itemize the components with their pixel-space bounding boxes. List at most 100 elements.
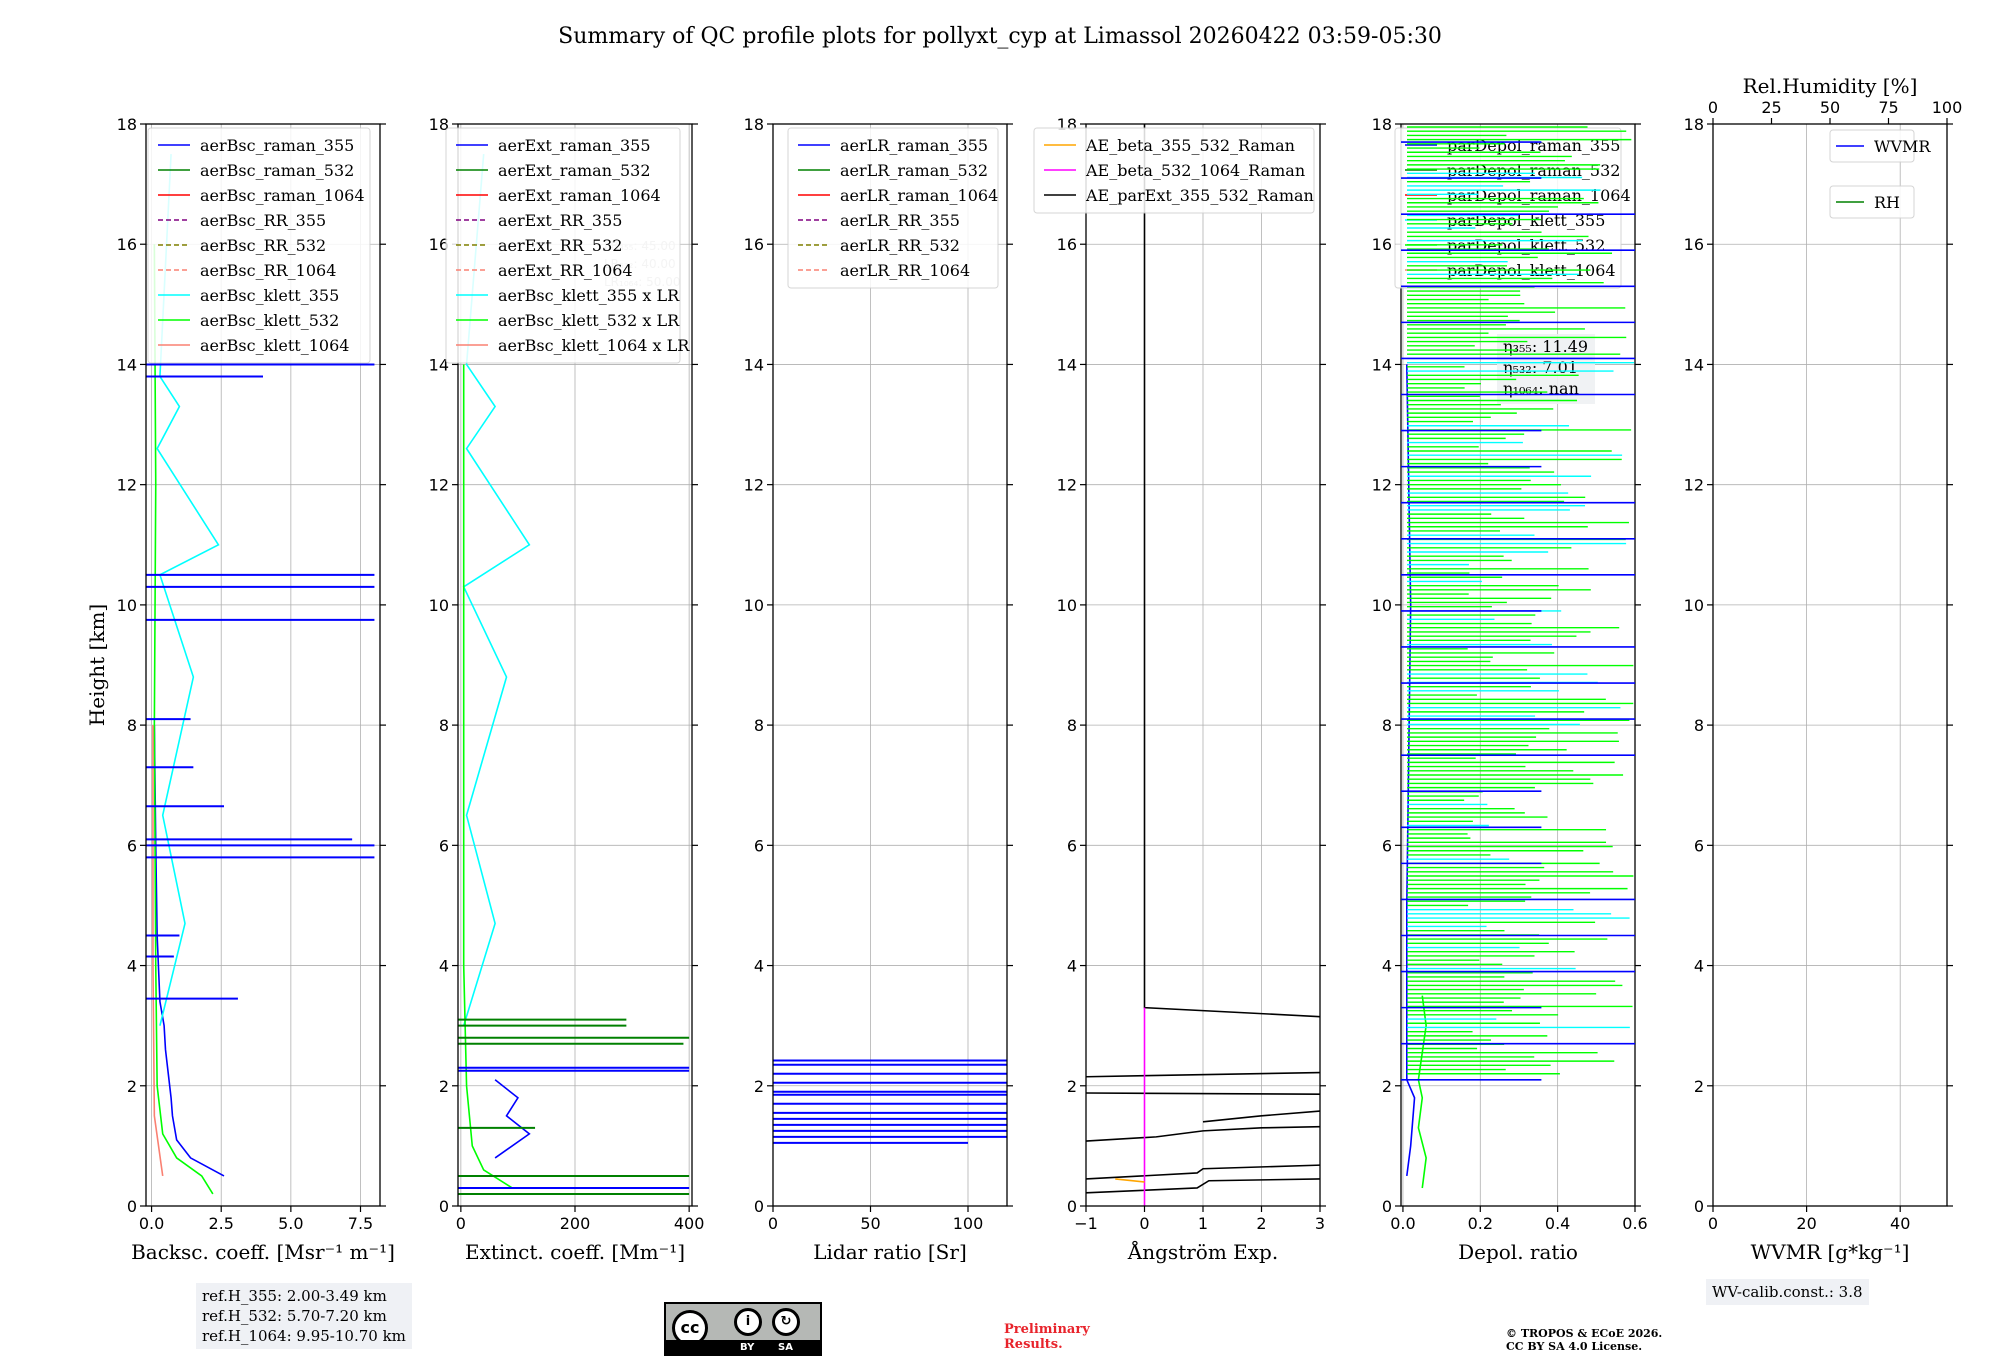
xtick-label: 0 — [1139, 1214, 1149, 1233]
axes-frame — [1712, 123, 1948, 1207]
ytick-label: 12 — [1057, 476, 1077, 495]
legend-item: aerLR_raman_1064 — [840, 186, 998, 205]
ytick-label: 10 — [117, 596, 137, 615]
top-xtick-label: 0 — [1708, 98, 1718, 117]
xtick-label: 20 — [1796, 1214, 1816, 1233]
ref-height-532: ref.H_532: 5.70-7.20 km — [202, 1307, 387, 1325]
series-aerBsc_klett_532 x LR — [462, 364, 513, 1189]
preliminary-notice: Preliminary Results. — [1004, 1322, 1090, 1352]
xtick-label: 5.0 — [278, 1214, 303, 1233]
series-aerBsc_klett_355 x LR — [462, 153, 531, 1026]
xtick-label: 0.0 — [139, 1214, 164, 1233]
ytick-label: 2 — [439, 1077, 449, 1096]
series-aerBsc_klett_355 — [156, 154, 220, 1026]
ytick-label: 10 — [1372, 596, 1392, 615]
copyright-line-1: © TROPOS & ECoE 2026. — [1506, 1327, 1663, 1340]
ytick-label: 10 — [744, 596, 764, 615]
xtick-label: 0.2 — [1468, 1214, 1493, 1233]
ytick-label: 14 — [744, 355, 764, 374]
ytick-label: 18 — [1372, 115, 1392, 134]
legend-box — [147, 127, 371, 364]
ytick-label: 10 — [429, 596, 449, 615]
eta-label: η₅₃₂: 7.01 — [1503, 358, 1578, 377]
xtick-label: 100 — [953, 1214, 984, 1233]
x-axis-label: WVMR [g*kg⁻¹] — [1751, 1240, 1910, 1264]
ytick-label: 14 — [429, 355, 449, 374]
figure-title: Summary of QC profile plots for pollyxt_… — [558, 24, 1442, 49]
axes-frame — [145, 123, 381, 1207]
legend-box — [787, 127, 999, 289]
panel-lr: 0 2 4 6 8 10 12 14 16 18 0 50 100 Lidar ratio [Sr] aer… — [744, 115, 1013, 1264]
preliminary-line-1: Preliminary — [1004, 1322, 1090, 1337]
ytick-label: 6 — [1694, 836, 1704, 855]
ytick-label: 18 — [117, 115, 137, 134]
series-aerBsc_raman_355 — [153, 725, 225, 1177]
ytick-label: 14 — [117, 355, 137, 374]
ytick-label: 0 — [1382, 1197, 1392, 1216]
legend-item: aerLR_raman_355 — [840, 136, 988, 155]
ytick-label: 14 — [1372, 355, 1392, 374]
xtick-label: 3 — [1315, 1214, 1325, 1233]
xtick-label: 0 — [768, 1214, 778, 1233]
ytick-label: 2 — [754, 1077, 764, 1096]
ref-height-355: ref.H_355: 2.00-3.49 km — [202, 1287, 387, 1305]
legend-item: aerBsc_klett_355 — [200, 286, 339, 305]
legend-item: aerBsc_RR_1064 — [200, 261, 336, 280]
xtick-label: 7.5 — [348, 1214, 373, 1233]
ytick-label: 12 — [1372, 476, 1392, 495]
series-AE_parExt_355_532_Raman — [1085, 1071, 1321, 1078]
legend-item: aerExt_raman_532 — [498, 161, 651, 180]
top-xtick-label: 50 — [1820, 98, 1840, 117]
panel-bsc: 0 2 4 6 8 10 12 14 16 18 0.0 2.5 5.0 7.5 Backsc. coeff… — [117, 115, 395, 1264]
preliminary-line-2: Results. — [1004, 1337, 1063, 1352]
panel-ext: 0 2 4 6 8 10 12 14 16 18 0 200 400 Extinct. coeff. [M… — [429, 115, 705, 1264]
logo-by-text: BY — [740, 1342, 755, 1353]
ytick-label: 16 — [1372, 235, 1392, 254]
legend-item: aerLR_raman_532 — [840, 161, 988, 180]
ytick-label: 8 — [1694, 716, 1704, 735]
ytick-label: 0 — [1694, 1197, 1704, 1216]
ytick-label: 8 — [439, 716, 449, 735]
legend-box — [1033, 127, 1315, 214]
legend-item: aerExt_RR_355 — [498, 211, 622, 230]
eta-label: η₃₅₅: 11.49 — [1503, 337, 1588, 356]
axes-frame — [1400, 123, 1636, 1207]
legend-item: aerExt_raman_1064 — [498, 186, 661, 205]
wv-calib-const: WV-calib.const.: 3.8 — [1712, 1283, 1863, 1301]
legend-item: AE_beta_532_1064_Raman — [1085, 161, 1305, 180]
legend-item: aerBsc_raman_355 — [200, 136, 354, 155]
copyright-line-2: CC BY SA 4.0 License. — [1506, 1340, 1643, 1353]
ytick-label: 0 — [127, 1197, 137, 1216]
logo-bar — [666, 1340, 820, 1354]
xtick-label: 0 — [1708, 1214, 1718, 1233]
series-AE_parExt_355_532_Raman — [1143, 124, 1321, 1018]
legend-item: RH — [1874, 193, 1900, 212]
ytick-label: 6 — [439, 836, 449, 855]
ytick-label: 2 — [1067, 1077, 1077, 1096]
legend-item: aerExt_raman_355 — [498, 136, 651, 155]
ytick-label: 16 — [1684, 235, 1704, 254]
series-AE_parExt_355_532_Raman — [1085, 1125, 1321, 1142]
logo-sa-text: SA — [778, 1342, 793, 1353]
legend-item: aerBsc_klett_355 x LR — [498, 286, 680, 305]
series-AE_parExt_355_532_Raman — [1085, 1178, 1321, 1194]
attribution-icon: i — [734, 1308, 762, 1336]
x-axis-label: Lidar ratio [Sr] — [813, 1240, 967, 1264]
ytick-label: 4 — [1382, 957, 1392, 976]
ytick-label: 8 — [1067, 716, 1077, 735]
ytick-label: 18 — [429, 115, 449, 134]
ytick-label: 14 — [1057, 355, 1077, 374]
y-axis-label: Height [km] — [85, 604, 109, 726]
ytick-label: 16 — [744, 235, 764, 254]
legend-item: aerBsc_RR_355 — [200, 211, 326, 230]
legend-box — [1829, 129, 1915, 163]
x-axis-label: Extinct. coeff. [Mm⁻¹] — [465, 1240, 685, 1264]
ytick-label: 16 — [1057, 235, 1077, 254]
legend-item: AE_beta_355_532_Raman — [1085, 136, 1295, 155]
legend-item: WVMR — [1874, 137, 1931, 156]
xtick-label: −1 — [1074, 1214, 1098, 1233]
xtick-label: 400 — [674, 1214, 705, 1233]
reference-height-box: ref.H_355: 2.00-3.49 km ref.H_532: 5.70-… — [196, 1283, 412, 1349]
ytick-label: 4 — [1067, 957, 1077, 976]
